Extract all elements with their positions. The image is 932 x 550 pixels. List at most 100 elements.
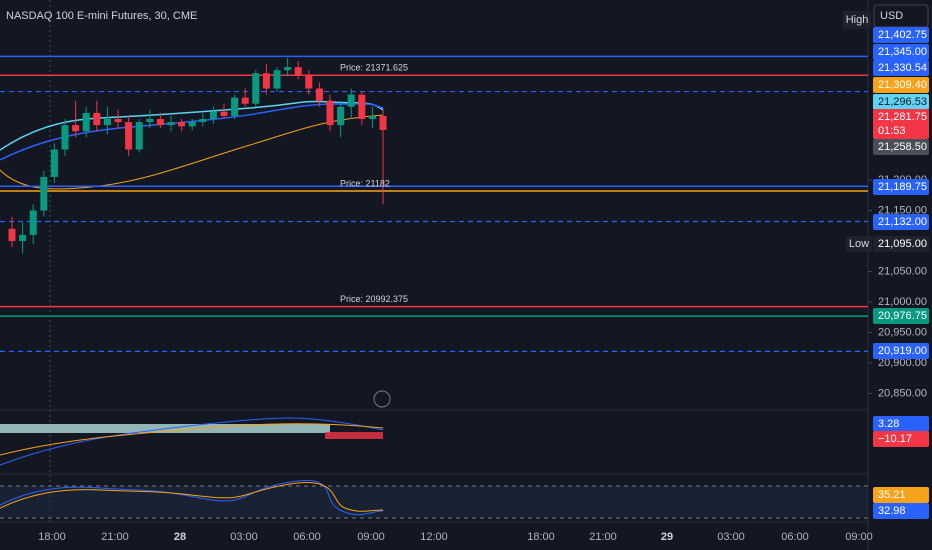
price-badge xyxy=(873,487,929,503)
y-tick-label: 21,050.00 xyxy=(878,265,927,277)
price-badge-label: 21,402.75 xyxy=(878,29,927,41)
price-badge-label: 21,296.53 xyxy=(878,96,927,108)
alert-icon[interactable] xyxy=(373,390,391,408)
y-tick-label: 21,150.00 xyxy=(878,204,927,216)
candle-body xyxy=(29,210,37,235)
price-badge-label: 21,132.00 xyxy=(878,216,927,228)
price-badge-label: 01:53 xyxy=(878,125,906,137)
x-tick-label: 29 xyxy=(661,531,673,543)
x-tick-label: 12:00 xyxy=(420,531,448,543)
price-badge-label: 21,189.75 xyxy=(878,181,927,193)
currency-label[interactable]: USD xyxy=(880,10,903,22)
candle-body xyxy=(114,119,122,123)
price-badge xyxy=(873,503,929,519)
price-badge-label: 21,330.54 xyxy=(878,62,927,74)
price-badge xyxy=(873,343,929,359)
candle-body xyxy=(93,112,101,126)
candle-body xyxy=(167,122,175,126)
candle-body xyxy=(135,122,143,150)
x-tick-label: 18:00 xyxy=(527,531,555,543)
candle-body xyxy=(368,115,376,119)
candle-body xyxy=(156,119,164,126)
macd-histogram xyxy=(325,432,383,439)
stoch-k xyxy=(0,480,384,516)
candle-body xyxy=(337,106,345,126)
price-badge-label: 20,976.75 xyxy=(878,310,927,322)
candle-body xyxy=(220,111,228,116)
x-tick-label: 18:00 xyxy=(38,531,66,543)
ma-fast xyxy=(0,100,384,151)
low-badge xyxy=(846,236,872,252)
price-badge-label: 21,281.75 xyxy=(878,111,927,123)
price-badge-label: 21,345.00 xyxy=(878,46,927,58)
candle-body xyxy=(315,88,323,101)
price-badge xyxy=(873,27,929,43)
x-tick-label: 28 xyxy=(174,531,186,543)
price-badge-label: 21,258.50 xyxy=(878,141,927,153)
x-tick-label: 03:00 xyxy=(717,531,745,543)
candle-body xyxy=(61,125,69,150)
candle-body xyxy=(188,122,196,127)
price-badge xyxy=(873,236,929,252)
candle-body xyxy=(103,119,111,126)
x-tick-label: 21:00 xyxy=(589,531,617,543)
price-badge-label: 21,309.40 xyxy=(878,79,927,91)
price-badge xyxy=(873,431,929,447)
candle-body xyxy=(72,125,80,132)
x-tick-label: 06:00 xyxy=(293,531,321,543)
candle-body xyxy=(241,97,249,104)
high-badge xyxy=(843,11,871,29)
macd-line xyxy=(0,417,384,466)
price-badge xyxy=(873,139,929,155)
price-badge-label: 3.28 xyxy=(878,418,899,430)
signal-line xyxy=(0,423,384,456)
price-badge xyxy=(873,77,929,93)
y-tick-label: 21,000.00 xyxy=(878,296,927,308)
candle-body xyxy=(199,119,207,123)
candle-body xyxy=(379,115,387,130)
level-label: Price: 21371.625 xyxy=(340,63,408,73)
price-badge xyxy=(873,60,929,76)
price-badge xyxy=(873,179,929,195)
candle-body xyxy=(347,94,355,107)
low-label: Low xyxy=(849,238,869,250)
price-badge-label: 21,095.00 xyxy=(878,238,927,250)
price-badge xyxy=(873,214,929,230)
candle-body xyxy=(284,67,292,71)
x-tick-label: 06:00 xyxy=(781,531,809,543)
price-badge xyxy=(873,123,929,139)
y-tick-label: 20,850.00 xyxy=(878,387,927,399)
price-badge-label: 20,919.00 xyxy=(878,345,927,357)
price-badge-label: 35.21 xyxy=(878,489,906,501)
symbol-title: NASDAQ 100 E-mini Futures, 30, CME xyxy=(6,10,197,22)
candle-body xyxy=(326,100,334,126)
candle-body xyxy=(19,234,27,241)
candle-body xyxy=(294,67,302,76)
candle-body xyxy=(178,122,186,127)
candle-body xyxy=(305,75,313,89)
stoch-d xyxy=(0,482,384,512)
price-badge xyxy=(873,109,929,125)
x-tick-label: 09:00 xyxy=(845,531,873,543)
price-badge xyxy=(873,94,929,110)
price-badge-label: 32.98 xyxy=(878,505,906,517)
x-tick-label: 03:00 xyxy=(230,531,258,543)
x-tick-label: 09:00 xyxy=(357,531,385,543)
candle-body xyxy=(231,97,239,116)
candle-body xyxy=(252,73,260,104)
candle-body xyxy=(125,122,133,150)
candle-body xyxy=(209,111,217,119)
y-tick-label: 20,900.00 xyxy=(878,357,927,369)
candle-body xyxy=(8,228,16,241)
candle-body xyxy=(273,70,281,89)
candle-body xyxy=(358,94,366,119)
candle-body xyxy=(40,176,48,211)
level-label: Price: 21182 xyxy=(340,178,390,188)
candle-body xyxy=(262,73,270,89)
price-badge-label: −10.17 xyxy=(878,433,912,445)
candle-body xyxy=(82,112,90,132)
level-label: Price: 20992.375 xyxy=(340,294,408,304)
